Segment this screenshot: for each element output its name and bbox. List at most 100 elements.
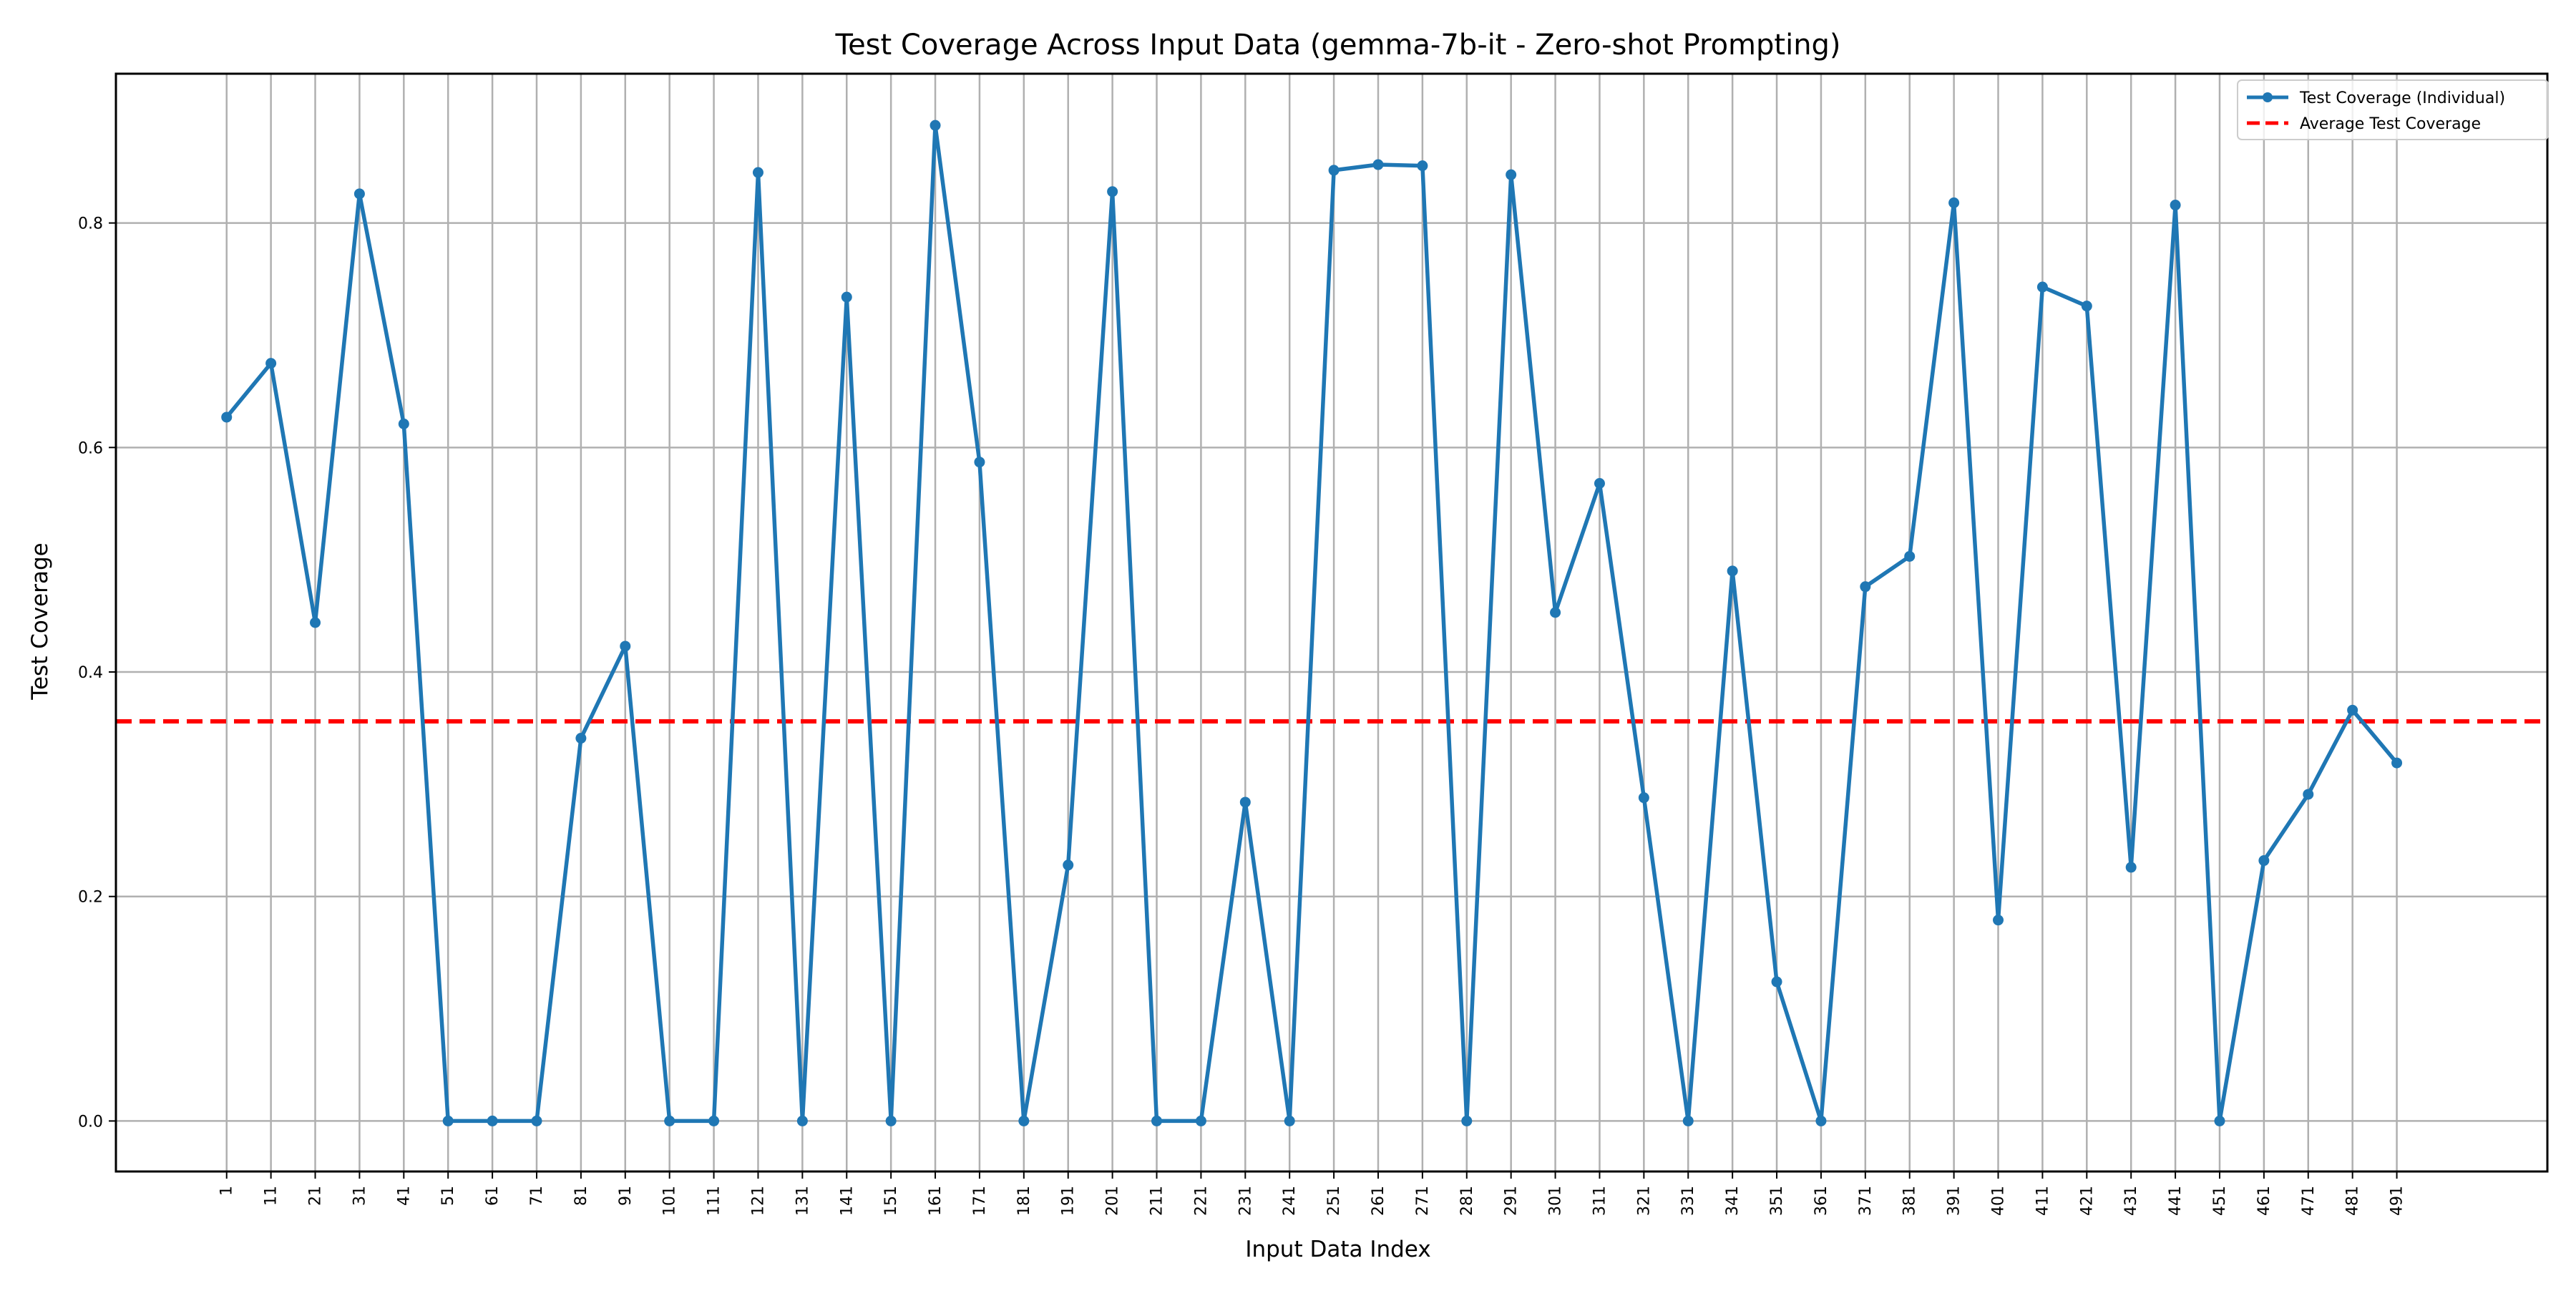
x-tick-label: 471 <box>2300 1186 2318 1216</box>
data-point <box>2303 789 2314 800</box>
x-tick-label: 261 <box>1370 1186 1387 1216</box>
x-tick-label: 241 <box>1281 1186 1299 1216</box>
data-point <box>2258 855 2270 867</box>
x-tick-label: 61 <box>484 1186 502 1206</box>
data-point <box>1284 1115 1295 1126</box>
data-point <box>752 167 763 178</box>
data-point <box>1682 1115 1694 1126</box>
x-tick-label: 461 <box>2255 1186 2273 1216</box>
x-tick-label: 231 <box>1236 1186 1254 1216</box>
data-point <box>1771 976 1782 988</box>
series-group <box>221 120 2403 1126</box>
x-tick-label: 81 <box>572 1186 590 1206</box>
data-point <box>1638 792 1649 804</box>
x-tick-label: 181 <box>1015 1186 1033 1216</box>
x-tick-label: 331 <box>1679 1186 1697 1216</box>
data-point <box>1506 169 1517 180</box>
x-tick-label: 101 <box>661 1186 679 1216</box>
y-tick-label: 0.6 <box>78 439 103 457</box>
x-tick-label: 391 <box>1946 1186 1963 1216</box>
x-tick-label: 161 <box>927 1186 945 1216</box>
x-tick-label: 361 <box>1813 1186 1830 1216</box>
data-point <box>930 120 941 131</box>
x-tick-label: 441 <box>2167 1186 2185 1216</box>
data-point <box>1328 165 1340 176</box>
x-tick-label: 451 <box>2211 1186 2229 1216</box>
x-tick-label: 191 <box>1060 1186 1078 1216</box>
x-tick-label: 401 <box>1990 1186 2008 1216</box>
legend: Test Coverage (Individual) Average Test … <box>2237 79 2549 140</box>
y-tick-label: 0.8 <box>78 215 103 233</box>
data-point <box>2125 862 2137 873</box>
x-tick-label: 381 <box>1901 1186 1919 1216</box>
x-tick-label: 341 <box>1724 1186 1742 1216</box>
data-point <box>1151 1115 1163 1126</box>
data-point <box>353 188 365 200</box>
data-point <box>1948 197 1960 208</box>
y-tick-label: 0.0 <box>78 1113 103 1131</box>
data-point <box>221 411 233 423</box>
data-point <box>2347 704 2358 716</box>
data-point <box>708 1115 720 1126</box>
x-tick-label: 311 <box>1591 1186 1609 1216</box>
legend-box <box>2237 79 2549 140</box>
x-tick-label: 291 <box>1503 1186 1521 1216</box>
x-tick-label: 221 <box>1192 1186 1210 1216</box>
x-tick-label: 151 <box>882 1186 900 1216</box>
legend-label-average: Average Test Coverage <box>2300 115 2481 133</box>
x-tick-label: 51 <box>439 1186 457 1206</box>
x-tick-label: 481 <box>2344 1186 2362 1216</box>
y-tick-label: 0.2 <box>78 889 103 907</box>
plot-area-frame <box>114 72 2549 1173</box>
data-point <box>796 1115 808 1126</box>
data-point <box>1815 1115 1827 1126</box>
data-point <box>487 1115 498 1126</box>
x-tick-label: 301 <box>1547 1186 1565 1216</box>
data-point <box>1372 159 1384 170</box>
x-tick-label: 351 <box>1768 1186 1786 1216</box>
data-point <box>841 291 852 303</box>
data-point <box>1461 1115 1473 1126</box>
data-point <box>1904 550 1916 562</box>
x-tick-label: 251 <box>1325 1186 1343 1216</box>
data-point <box>1018 1115 1030 1126</box>
data-point <box>575 733 587 744</box>
y-tick-label: 0.4 <box>78 664 103 682</box>
x-tick-label: 491 <box>2389 1186 2406 1216</box>
x-tick-label: 31 <box>351 1186 369 1206</box>
data-point <box>885 1115 897 1126</box>
x-axis-label: Input Data Index <box>1245 1237 1430 1262</box>
grid-lines <box>116 74 2547 1171</box>
data-point <box>1239 796 1251 808</box>
x-tick-label: 171 <box>971 1186 989 1216</box>
x-tick-label: 91 <box>617 1186 635 1206</box>
data-point <box>2214 1115 2225 1126</box>
data-point <box>974 457 985 468</box>
data-point <box>2036 281 2048 293</box>
data-point <box>398 418 409 429</box>
x-tick-label: 1 <box>218 1186 236 1196</box>
data-point <box>1993 915 2004 926</box>
x-tick-label: 11 <box>263 1186 280 1206</box>
legend-marker-series <box>2263 92 2273 102</box>
tick-group: 1 11 21 31 41 51 61 71 81 91 101 111 121 131 141 151 161… <box>78 215 2406 1216</box>
x-tick-label: 431 <box>2122 1186 2140 1216</box>
data-point <box>531 1115 542 1126</box>
y-axis-label: Test Coverage <box>27 542 53 700</box>
legend-label-series: Test Coverage (Individual) <box>2299 89 2505 107</box>
x-tick-label: 121 <box>749 1186 767 1216</box>
data-point <box>1860 581 1871 593</box>
x-tick-label: 281 <box>1458 1186 1476 1216</box>
data-point <box>442 1115 454 1126</box>
data-point <box>620 640 631 652</box>
data-point <box>2170 200 2181 211</box>
data-point <box>2391 757 2403 769</box>
x-tick-label: 211 <box>1148 1186 1166 1216</box>
x-tick-label: 201 <box>1104 1186 1122 1216</box>
data-point <box>664 1115 675 1126</box>
data-point <box>1417 160 1428 172</box>
x-tick-label: 131 <box>794 1186 811 1216</box>
